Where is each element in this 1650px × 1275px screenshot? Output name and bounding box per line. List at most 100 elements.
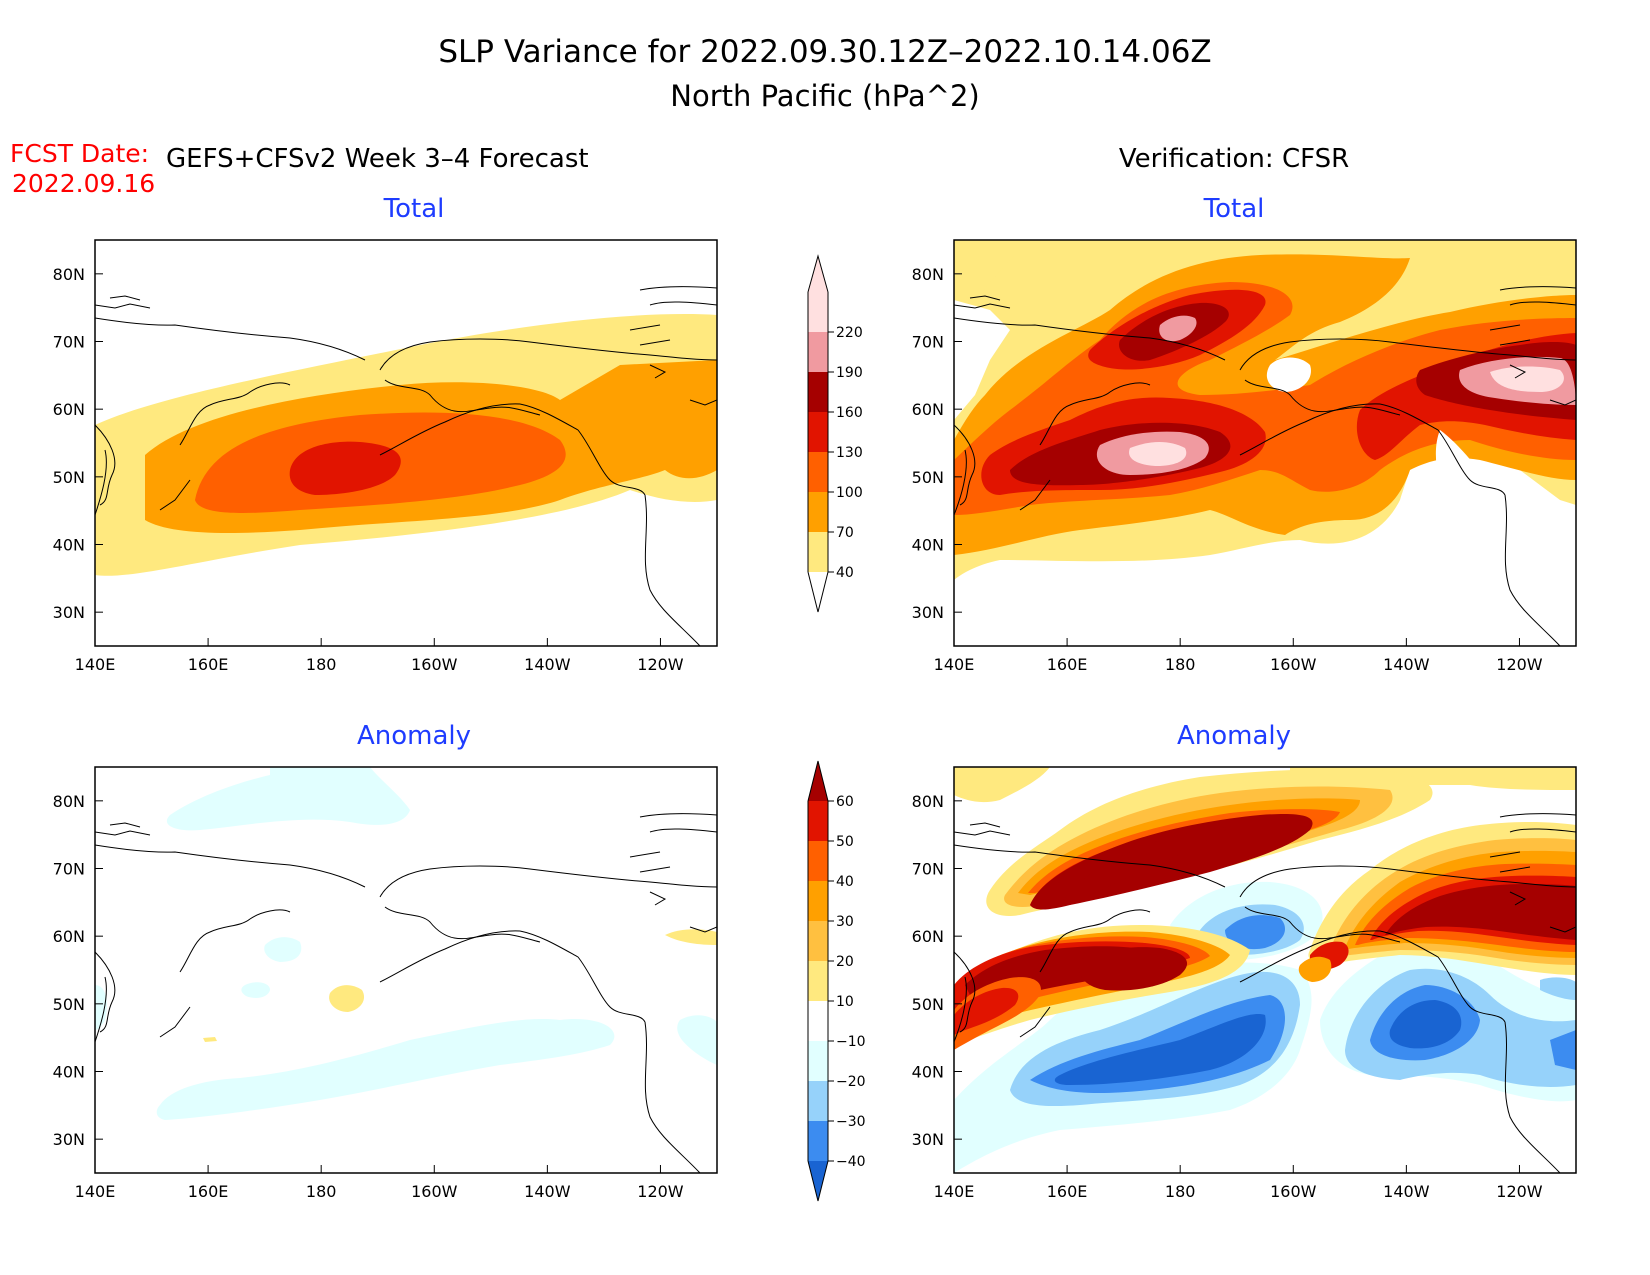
map-panel-verification-total: 140E 160E 180 160W 140W 120W 80N 70N 60N 50N 40N 3… bbox=[912, 239, 1577, 674]
x-tick-label: 120W bbox=[637, 1182, 684, 1201]
y-tick-label: 50N bbox=[53, 468, 85, 487]
y-tick-label: 30N bbox=[53, 1130, 85, 1149]
x-tick-label: 140W bbox=[524, 1182, 571, 1201]
colorbar-swatch bbox=[808, 1001, 828, 1041]
colorbar-swatch bbox=[808, 332, 828, 372]
contour-fills-forecast-anomaly bbox=[95, 767, 717, 1120]
colorbar-label: 130 bbox=[836, 445, 863, 461]
x-tick-label: 180 bbox=[306, 1182, 337, 1201]
x-tick-label: 140E bbox=[934, 1182, 975, 1201]
colorbar-label: −40 bbox=[836, 1154, 866, 1170]
panel-subtitle-obs-anomaly: Anomaly bbox=[1177, 721, 1291, 751]
coastlines-forecast-total bbox=[95, 286, 717, 646]
coastlines-verification-total bbox=[954, 286, 1576, 646]
colorbar-total: 40 70 100 130 160 190 220 bbox=[807, 254, 863, 613]
colorbar-label: −20 bbox=[836, 1074, 866, 1090]
colorbar-swatch bbox=[808, 841, 828, 881]
contour-fills-forecast-total bbox=[95, 314, 717, 576]
y-tick-label: 30N bbox=[912, 603, 944, 622]
colorbar-swatch bbox=[808, 292, 828, 332]
column-title-verification: Verification: CFSR bbox=[1119, 144, 1349, 174]
x-tick-label: 140E bbox=[75, 1182, 116, 1201]
x-tick-label: 160W bbox=[411, 1182, 458, 1201]
x-tick-label: 160W bbox=[1270, 655, 1317, 674]
y-axis-verification-anomaly: 80N 70N 60N 50N 40N 30N bbox=[912, 792, 962, 1149]
colorbar-swatch bbox=[808, 1081, 828, 1121]
colorbar-swatch bbox=[808, 412, 828, 452]
y-tick-label: 80N bbox=[53, 792, 85, 811]
colorbar-swatch bbox=[808, 921, 828, 961]
fcst-date-label: FCST Date: bbox=[10, 139, 149, 168]
y-tick-label: 60N bbox=[53, 400, 85, 419]
colorbar-label: 220 bbox=[836, 325, 863, 341]
colorbar-swatch bbox=[808, 452, 828, 492]
x-tick-label: 140E bbox=[934, 655, 975, 674]
x-tick-label: 180 bbox=[306, 655, 337, 674]
colorbar-label: −30 bbox=[836, 1114, 866, 1130]
y-tick-label: 50N bbox=[912, 995, 944, 1014]
colorbar-swatch bbox=[808, 1121, 828, 1161]
y-tick-label: 80N bbox=[912, 265, 944, 284]
y-tick-label: 60N bbox=[53, 927, 85, 946]
y-tick-label: 30N bbox=[53, 603, 85, 622]
fcst-date-value: 2022.09.16 bbox=[12, 169, 155, 198]
colorbar-label: 40 bbox=[836, 565, 854, 581]
x-tick-label: 160E bbox=[1047, 655, 1088, 674]
x-tick-label: 120W bbox=[637, 655, 684, 674]
colorbar-arrow-top bbox=[807, 254, 829, 293]
colorbar-swatch bbox=[808, 532, 828, 572]
column-title-forecast: GEFS+CFSv2 Week 3–4 Forecast bbox=[166, 144, 589, 174]
contour-fills-verification-total bbox=[954, 240, 1576, 646]
x-tick-label: 120W bbox=[1496, 1182, 1543, 1201]
y-tick-label: 70N bbox=[912, 860, 944, 879]
x-axis-forecast-anomaly: 140E 160E 180 160W 140W 120W bbox=[75, 1165, 684, 1201]
y-tick-label: 50N bbox=[912, 468, 944, 487]
colorbar-arrow-bottom bbox=[807, 1160, 829, 1202]
map-panel-forecast-anomaly: 140E 160E 180 160W 140W 120W 80N 70N 60N 50N 40N 3… bbox=[53, 766, 718, 1201]
x-tick-label: 160E bbox=[188, 655, 229, 674]
colorbar-label: −10 bbox=[836, 1034, 866, 1050]
x-tick-label: 140W bbox=[524, 655, 571, 674]
colorbar-label: 100 bbox=[836, 485, 863, 501]
coastlines-verification-anomaly bbox=[954, 813, 1576, 1173]
main-title-line1: SLP Variance for 2022.09.30.12Z–2022.10.… bbox=[438, 34, 1211, 70]
panel-subtitle-fcst-anomaly: Anomaly bbox=[357, 721, 471, 751]
colorbar-arrow-bottom bbox=[807, 571, 829, 613]
colorbar-swatch bbox=[808, 492, 828, 532]
colorbar-swatch bbox=[808, 1041, 828, 1081]
colorbar-label: 10 bbox=[836, 994, 854, 1010]
colorbar-swatch bbox=[808, 801, 828, 841]
x-tick-label: 140E bbox=[75, 655, 116, 674]
y-tick-label: 40N bbox=[53, 536, 85, 555]
x-axis-verification-anomaly: 140E 160E 180 160W 140W 120W bbox=[934, 1165, 1543, 1201]
x-tick-label: 160W bbox=[411, 655, 458, 674]
y-tick-label: 50N bbox=[53, 995, 85, 1014]
x-tick-label: 140W bbox=[1383, 1182, 1430, 1201]
main-title-line2: North Pacific (hPa^2) bbox=[670, 79, 979, 113]
colorbar-swatch bbox=[808, 881, 828, 921]
panel-subtitle-obs-total: Total bbox=[1203, 194, 1265, 224]
map-panel-forecast-total: 140E 160E 180 160W 140W 120W 80N 70N 60N 50N 40N 3… bbox=[53, 239, 718, 674]
x-tick-label: 160W bbox=[1270, 1182, 1317, 1201]
colorbar-label: 70 bbox=[836, 525, 854, 541]
y-tick-label: 40N bbox=[912, 1063, 944, 1082]
colorbar-label: 160 bbox=[836, 405, 863, 421]
y-tick-label: 70N bbox=[53, 333, 85, 352]
y-tick-label: 80N bbox=[912, 792, 944, 811]
map-panel-verification-anomaly: 140E 160E 180 160W 140W 120W 80N 70N 60N 50N 40N 3… bbox=[912, 766, 1577, 1201]
colorbar-label: 40 bbox=[836, 874, 854, 890]
y-axis-forecast-anomaly: 80N 70N 60N 50N 40N 30N bbox=[53, 792, 103, 1149]
x-tick-label: 160E bbox=[188, 1182, 229, 1201]
y-tick-label: 30N bbox=[912, 1130, 944, 1149]
colorbar-label: 50 bbox=[836, 834, 854, 850]
colorbar-label: 20 bbox=[836, 954, 854, 970]
colorbar-label: 60 bbox=[836, 794, 854, 810]
panel-subtitle-fcst-total: Total bbox=[383, 194, 445, 224]
y-tick-label: 40N bbox=[912, 536, 944, 555]
colorbar-swatch bbox=[808, 961, 828, 1001]
x-axis-verification-total: 140E 160E 180 160W 140W 120W bbox=[934, 638, 1543, 674]
colorbar-anomaly: 60 50 40 30 20 10 −10 −20 −30 −40 bbox=[807, 760, 866, 1202]
y-tick-label: 40N bbox=[53, 1063, 85, 1082]
x-tick-label: 160E bbox=[1047, 1182, 1088, 1201]
coastlines-forecast-anomaly bbox=[95, 813, 717, 1173]
